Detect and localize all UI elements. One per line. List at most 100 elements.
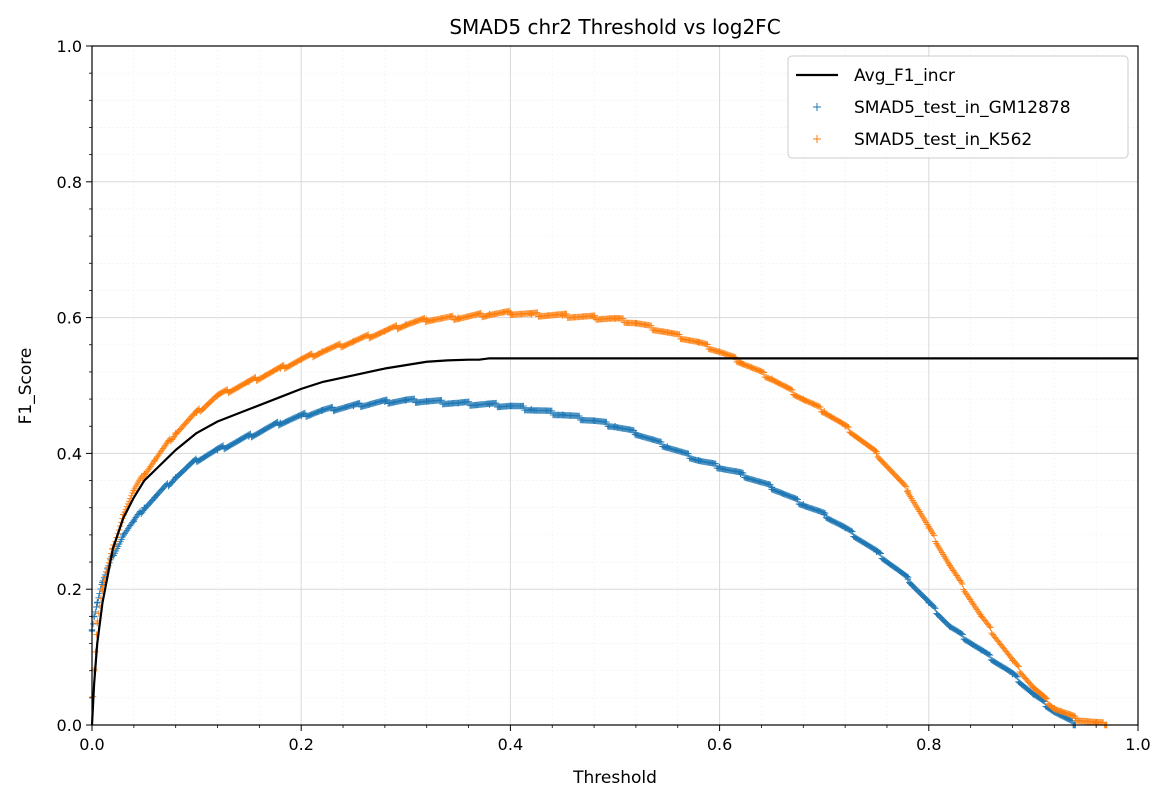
data-point xyxy=(664,443,671,450)
data-point xyxy=(214,392,221,399)
data-point xyxy=(821,408,828,415)
y-axis-label: F1_Score xyxy=(16,348,36,425)
x-tick-label: 0.0 xyxy=(79,735,104,754)
data-point xyxy=(1009,657,1016,664)
data-point xyxy=(120,531,127,539)
data-point xyxy=(841,423,849,430)
data-point xyxy=(925,599,932,606)
data-point xyxy=(298,356,305,363)
data-point xyxy=(925,524,932,532)
data-point xyxy=(245,433,253,440)
data-point xyxy=(559,411,566,418)
data-point xyxy=(381,398,389,405)
data-point xyxy=(172,429,179,437)
data-point xyxy=(141,504,148,511)
x-tick-label: 0.2 xyxy=(288,735,313,754)
y-tick-label: 0.2 xyxy=(57,580,82,599)
data-point xyxy=(873,548,880,556)
series-Avg_F1_incr xyxy=(90,357,1138,726)
data-point xyxy=(611,423,619,430)
data-point xyxy=(318,348,326,355)
ticks: 0.0 0.2 0.4 0.6 0.8 1.0 0.0 0.2 0.4 0.6 0.8 1.0 xyxy=(57,37,1151,754)
data-point xyxy=(904,575,912,583)
x-tick-label: 0.6 xyxy=(707,735,732,754)
data-point xyxy=(716,463,723,471)
data-point xyxy=(507,309,514,317)
data-point xyxy=(1072,715,1079,722)
data-point xyxy=(632,429,640,437)
data-point xyxy=(800,501,807,508)
data-point xyxy=(768,484,776,491)
data-point xyxy=(454,399,462,407)
series-layer xyxy=(88,307,1138,729)
legend-box xyxy=(787,55,1129,159)
minor-grid xyxy=(92,46,1138,725)
data-point xyxy=(298,412,305,420)
data-point xyxy=(214,446,221,454)
plot-frame xyxy=(91,45,1139,726)
data-point xyxy=(977,613,985,620)
data-point xyxy=(841,524,849,532)
data-point xyxy=(1030,684,1037,691)
x-tick-label: 0.8 xyxy=(916,735,941,754)
data-point xyxy=(277,419,284,427)
legend: Avg_F1_incr SMAD5_test_in_GM12878 SMAD5_te… xyxy=(787,55,1129,159)
data-point xyxy=(611,315,619,323)
data-point xyxy=(821,511,828,518)
data-point xyxy=(507,402,514,410)
data-point xyxy=(402,321,409,328)
data-point xyxy=(486,401,493,408)
data-point xyxy=(768,375,776,382)
data-point xyxy=(423,397,430,405)
y-tick-label: 0.8 xyxy=(57,173,82,192)
data-point xyxy=(130,487,138,494)
data-point xyxy=(151,456,158,464)
chart-title: SMAD5 chr2 Threshold vs log2FC xyxy=(449,15,780,39)
data-point xyxy=(172,473,179,481)
legend-label: SMAD5_test_in_GM12878 xyxy=(854,98,1071,118)
data-point xyxy=(277,365,284,372)
legend-item: Avg_F1_incr xyxy=(796,66,955,86)
data-point xyxy=(695,456,702,464)
data-point xyxy=(423,316,430,323)
legend-marker-swatch xyxy=(813,135,821,143)
data-point xyxy=(193,456,200,464)
data-point xyxy=(381,327,389,335)
data-point xyxy=(632,319,640,327)
data-point xyxy=(245,378,253,386)
data-point xyxy=(977,647,985,654)
x-axis-label: Threshold xyxy=(572,768,657,788)
data-point xyxy=(486,311,493,318)
data-point xyxy=(1051,704,1058,712)
data-point xyxy=(151,494,158,501)
data-point xyxy=(528,311,535,318)
data-point xyxy=(946,562,953,569)
data-point xyxy=(350,402,357,410)
data-point xyxy=(946,623,953,630)
y-tick-label: 0.4 xyxy=(57,444,82,463)
data-point xyxy=(318,407,326,414)
data-point xyxy=(193,409,200,416)
data-point xyxy=(402,397,409,404)
legend-item: SMAD5_test_in_GM12878 xyxy=(813,98,1071,118)
y-tick-label: 1.0 xyxy=(57,37,82,56)
y-tick-label: 0.0 xyxy=(57,716,82,735)
data-point xyxy=(1009,670,1016,678)
data-point xyxy=(1030,691,1037,698)
data-point xyxy=(590,417,598,425)
y-tick-label: 0.6 xyxy=(57,309,82,328)
data-point xyxy=(873,450,880,457)
data-point xyxy=(559,312,566,319)
data-point xyxy=(904,487,912,494)
legend-item: SMAD5_test_in_K562 xyxy=(813,130,1032,150)
x-tick-label: 0.4 xyxy=(498,735,523,754)
data-point xyxy=(454,314,462,321)
data-point xyxy=(737,358,744,365)
data-point xyxy=(590,314,598,321)
legend-label: Avg_F1_incr xyxy=(854,66,955,86)
data-point xyxy=(94,599,101,606)
data-point xyxy=(528,406,535,413)
data-point xyxy=(695,339,702,346)
data-point xyxy=(716,348,723,355)
